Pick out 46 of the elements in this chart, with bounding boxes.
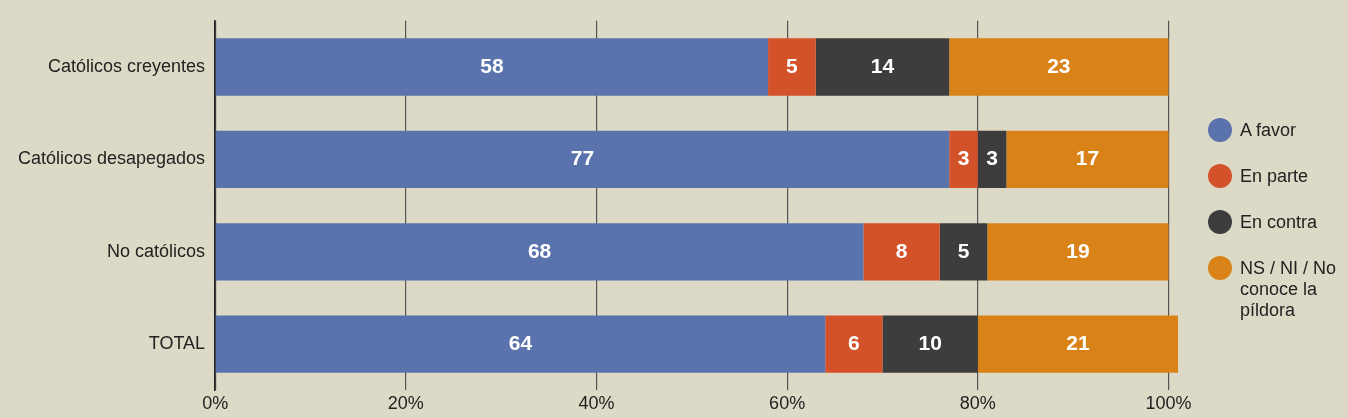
bar xyxy=(1006,130,1169,189)
data-label: 68 xyxy=(527,238,552,262)
bar xyxy=(863,223,940,281)
data-label: 6 xyxy=(848,331,860,354)
x-tick-label: 40% xyxy=(578,393,615,414)
bar xyxy=(825,315,883,373)
legend-label: NS / NI / No conoce la píldora xyxy=(1240,258,1338,321)
legend-label: En contra xyxy=(1240,212,1318,233)
legend-label: A favor xyxy=(1240,120,1297,141)
data-label: 19 xyxy=(1066,238,1090,262)
y-tick-label: Católicos desapegados xyxy=(17,148,206,169)
data-label: 17 xyxy=(1075,146,1100,170)
data-label: 21 xyxy=(1066,331,1090,354)
x-tick-label: 80% xyxy=(959,393,996,414)
y-tick-label: No católicos xyxy=(107,240,206,261)
x-tick-label: 60% xyxy=(769,393,806,414)
data-label: 5 xyxy=(786,53,799,77)
bar xyxy=(949,130,978,189)
bar xyxy=(215,38,769,96)
y-tick-label: Católicos creyentes xyxy=(48,55,206,76)
bar xyxy=(977,130,1007,189)
data-label: 64 xyxy=(508,331,533,354)
bar xyxy=(815,38,950,96)
data-label: 10 xyxy=(918,331,942,354)
y-tick-label: TOTAL xyxy=(148,333,206,354)
bar xyxy=(215,223,864,281)
x-tick-label: 100% xyxy=(1145,393,1192,414)
data-label: 23 xyxy=(1047,53,1071,77)
x-tick-label: 0% xyxy=(202,393,229,414)
bar xyxy=(977,315,1178,373)
bar xyxy=(768,38,816,96)
bar xyxy=(215,130,950,189)
data-label: 14 xyxy=(870,53,895,77)
data-label: 3 xyxy=(957,146,970,170)
bar xyxy=(949,38,1169,96)
data-label: 3 xyxy=(986,146,998,170)
bar xyxy=(939,223,988,281)
data-label: 77 xyxy=(570,146,595,170)
data-label: 5 xyxy=(957,238,970,262)
bar xyxy=(987,223,1169,281)
legend-label: En parte xyxy=(1240,166,1309,187)
bar xyxy=(882,315,978,373)
data-label: 58 xyxy=(480,53,504,77)
bar xyxy=(215,315,826,373)
x-tick-label: 20% xyxy=(387,393,424,414)
data-label: 8 xyxy=(895,238,908,262)
